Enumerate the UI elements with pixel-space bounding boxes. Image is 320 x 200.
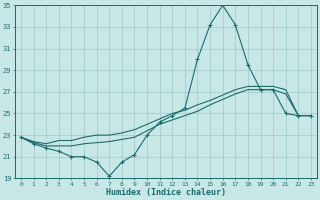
X-axis label: Humidex (Indice chaleur): Humidex (Indice chaleur) (106, 188, 226, 197)
